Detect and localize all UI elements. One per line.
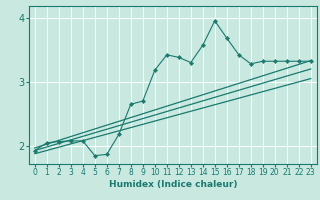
X-axis label: Humidex (Indice chaleur): Humidex (Indice chaleur) — [108, 180, 237, 189]
